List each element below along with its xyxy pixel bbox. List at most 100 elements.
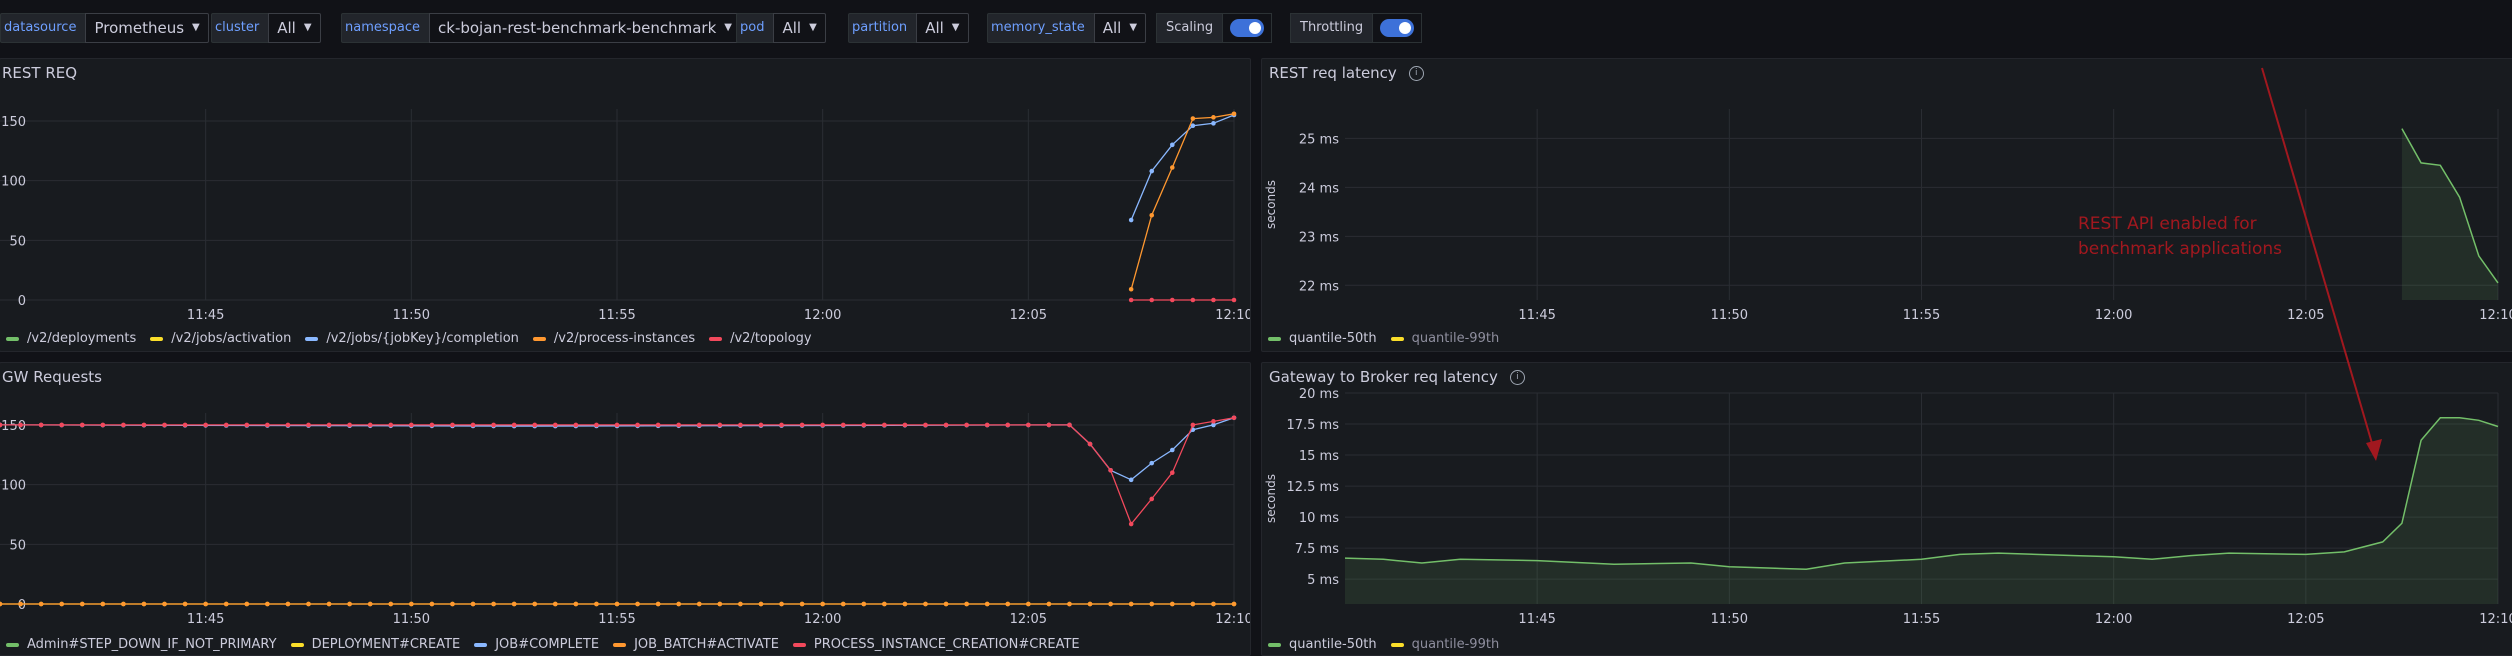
legend-item[interactable]: quantile-99th	[1390, 637, 1499, 652]
legend-item[interactable]: DEPLOYMENT#CREATE	[290, 637, 461, 652]
data-point	[882, 422, 887, 428]
legend-item[interactable]: PROCESS_INSTANCE_CREATION#CREATE	[792, 637, 1080, 652]
info-icon[interactable]: i	[1408, 65, 1424, 81]
data-point	[100, 601, 106, 607]
data-point	[553, 422, 558, 428]
info-icon[interactable]: i	[1509, 369, 1525, 385]
y-tick-label: 150	[1, 419, 26, 434]
y-tick-label: 0	[18, 294, 26, 309]
panel-title: REST req latency i	[1269, 64, 1424, 82]
data-point	[285, 422, 291, 428]
partition-select[interactable]: All ▼	[916, 13, 969, 43]
namespace-select[interactable]: ck-bojan-rest-benchmark-benchmark ▼	[429, 13, 741, 43]
legend-item[interactable]: /v2/process-instances	[532, 331, 695, 346]
data-point	[326, 422, 332, 428]
y-tick-label: 24 ms	[1299, 181, 1339, 196]
legend-label: /v2/jobs/{jobKey}/completion	[326, 331, 519, 346]
chart-legend: quantile-50th quantile-99th	[1268, 331, 1499, 346]
x-tick-label: 12:05	[2287, 612, 2324, 627]
data-point	[779, 601, 784, 607]
y-tick-label: 5 ms	[1307, 573, 1339, 588]
data-point	[38, 601, 44, 607]
data-point	[943, 601, 949, 607]
data-point	[1149, 212, 1155, 218]
data-point	[1067, 601, 1072, 607]
x-tick-label: 12:00	[804, 308, 841, 323]
data-point	[388, 601, 394, 607]
arrow-line	[2261, 67, 2377, 458]
legend-item[interactable]: JOB#COMPLETE	[474, 637, 599, 652]
series-line	[0, 417, 1235, 526]
legend-swatch	[6, 642, 19, 647]
data-point	[1046, 422, 1052, 428]
legend-item[interactable]: quantile-50th	[1268, 637, 1377, 652]
x-tick-label: 11:55	[1903, 612, 1940, 627]
namespace-value: ck-bojan-rest-benchmark-benchmark	[438, 19, 717, 37]
series-area	[2401, 128, 2498, 300]
data-point	[1005, 601, 1011, 607]
throttling-toggle[interactable]	[1373, 13, 1423, 43]
legend-swatch	[1268, 336, 1281, 341]
rest-req-chart: 11:45 11:50 11:55 12:00 12:05 12:10 0 50 100 150	[0, 109, 1250, 323]
x-tick-label: 12:00	[804, 612, 841, 627]
gw-requests-title: GW Requests	[2, 368, 102, 386]
series-line	[1344, 417, 2499, 570]
data-point	[1046, 601, 1052, 607]
data-point	[18, 422, 23, 428]
throttling-label: Throttling	[1290, 13, 1374, 43]
data-point	[1190, 297, 1196, 303]
x-tick-label: 12:10	[1215, 612, 1250, 627]
legend-item[interactable]: /v2/topology	[709, 331, 812, 346]
data-point	[1087, 601, 1093, 607]
series-line	[1130, 113, 1235, 290]
legend-item[interactable]: quantile-50th	[1268, 331, 1377, 346]
legend-item[interactable]: /v2/jobs/activation	[150, 331, 291, 346]
data-point	[141, 422, 147, 428]
scaling-toggle[interactable]	[1223, 13, 1273, 43]
chart-legend: /v2/deployments /v2/jobs/activation /v2/…	[6, 331, 812, 346]
data-point	[1128, 217, 1134, 223]
x-tick-label: 11:45	[187, 612, 224, 627]
scaling-label: Scaling	[1156, 13, 1224, 43]
datasource-value: Prometheus	[94, 19, 185, 37]
datasource-label: datasource	[0, 13, 86, 43]
x-tick-label: 11:45	[1518, 612, 1555, 627]
legend-swatch	[1268, 642, 1281, 647]
pod-variable: pod All ▼	[736, 13, 826, 43]
data-point	[676, 601, 681, 607]
legend-swatch	[613, 642, 627, 647]
legend-label: JOB_BATCH#ACTIVATE	[634, 637, 779, 652]
memory-state-select[interactable]: All ▼	[1093, 13, 1147, 43]
data-point	[162, 601, 167, 607]
data-point	[594, 422, 599, 428]
chart-legend: quantile-50th quantile-99th	[1268, 637, 1499, 652]
panel-title: Gateway to Broker req latency i	[1269, 368, 1525, 386]
data-point	[347, 422, 352, 428]
legend-label: DEPLOYMENT#CREATE	[311, 637, 461, 652]
annotation-text: REST API enabled for benchmark applicati…	[2078, 212, 2282, 262]
data-point	[470, 422, 476, 428]
data-point	[984, 601, 990, 607]
legend-item[interactable]: /v2/jobs/{jobKey}/completion	[305, 331, 519, 346]
variables-toolbar: datasource Prometheus ▼ cluster All ▼ name…	[0, 0, 2512, 58]
legend-item[interactable]: Admin#STEP_DOWN_IF_NOT_PRIMARY	[6, 637, 277, 652]
data-point	[306, 422, 311, 428]
data-point	[984, 422, 990, 428]
legend-item[interactable]: /v2/deployments	[6, 331, 136, 346]
y-tick-label: 7.5 ms	[1295, 542, 1339, 557]
legend-label: Admin#STEP_DOWN_IF_NOT_PRIMARY	[27, 637, 277, 652]
data-point	[1211, 121, 1216, 126]
data-point	[696, 422, 702, 428]
rest-req-panel: REST REQ 11:45 11:50 11:55 12:00 12:05 12:10 0…	[0, 58, 1251, 352]
series-line	[2401, 128, 2499, 284]
cluster-select[interactable]: All ▼	[268, 13, 321, 43]
datasource-select[interactable]: Prometheus ▼	[85, 13, 209, 43]
cluster-label: cluster	[211, 13, 269, 43]
x-tick-label: 11:55	[1903, 308, 1940, 323]
data-point	[923, 422, 928, 428]
pod-select[interactable]: All ▼	[773, 13, 826, 43]
data-point	[470, 601, 476, 607]
legend-item[interactable]: JOB_BATCH#ACTIVATE	[613, 637, 779, 652]
legend-item[interactable]: quantile-99th	[1390, 331, 1499, 346]
